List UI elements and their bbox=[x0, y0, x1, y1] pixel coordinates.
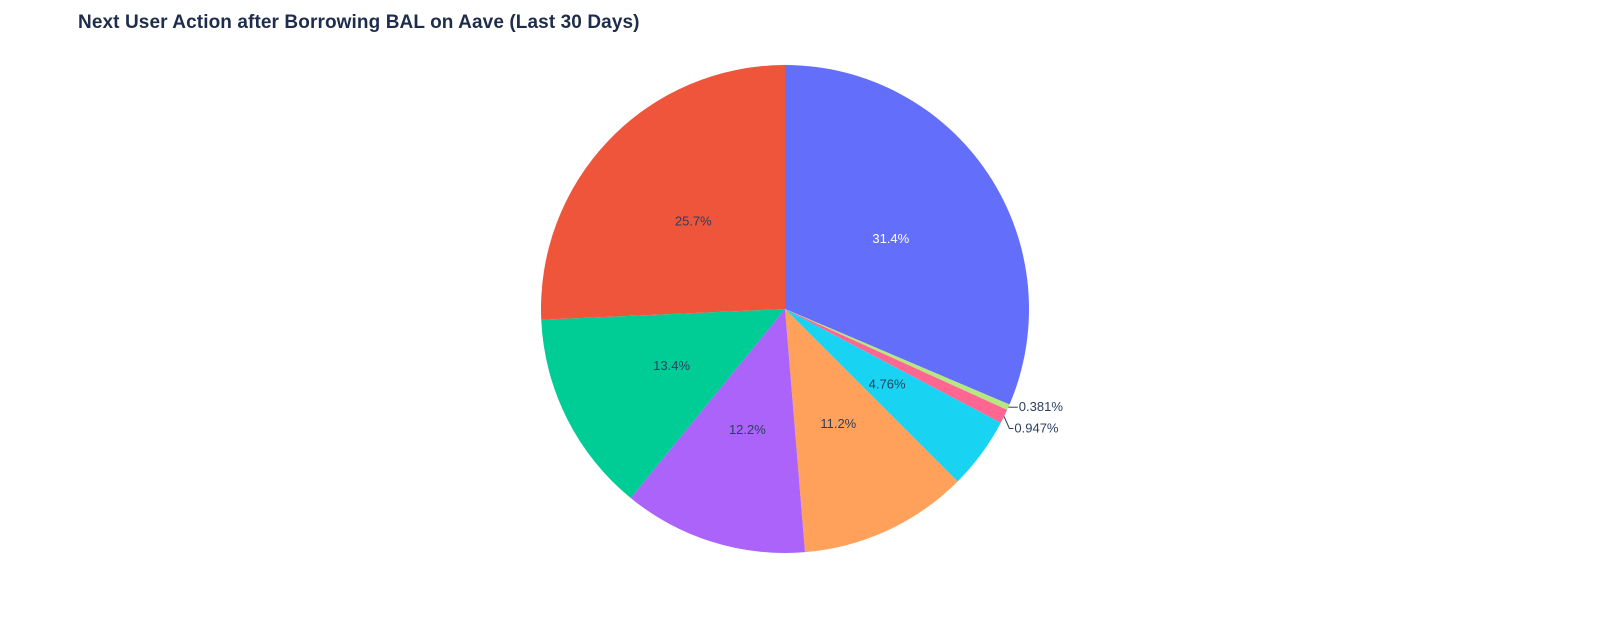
slice-label-2: 0.947% bbox=[1014, 421, 1059, 436]
pie-slice-0[interactable] bbox=[785, 65, 1029, 405]
chart-title: Next User Action after Borrowing BAL on … bbox=[78, 12, 640, 33]
slice-label-5: 12.2% bbox=[729, 422, 766, 437]
pie-slices bbox=[541, 65, 1029, 554]
slice-label-3: 4.76% bbox=[869, 376, 906, 391]
pie-slice-7[interactable] bbox=[541, 65, 785, 320]
pie-slice-4[interactable] bbox=[785, 309, 958, 553]
slice-label-1: 0.381% bbox=[1019, 399, 1064, 414]
pie-labels: 31.4% 0.381% 0.947% 4.76% 11.2% 12.2% 13.4% 25.… bbox=[653, 213, 1063, 437]
pie-slice-3[interactable] bbox=[785, 309, 1001, 482]
pie-slice-5[interactable] bbox=[630, 309, 805, 554]
pie-slice-1[interactable] bbox=[785, 309, 1010, 410]
slice-label-7: 25.7% bbox=[675, 213, 712, 228]
pie-slice-2[interactable] bbox=[785, 309, 1008, 423]
slice-label-0: 31.4% bbox=[872, 231, 909, 246]
slice-leader-line-2 bbox=[1003, 416, 1014, 429]
pie-slice-6[interactable] bbox=[541, 309, 785, 499]
slice-label-4: 11.2% bbox=[820, 416, 856, 431]
slice-label-6: 13.4% bbox=[653, 358, 690, 373]
